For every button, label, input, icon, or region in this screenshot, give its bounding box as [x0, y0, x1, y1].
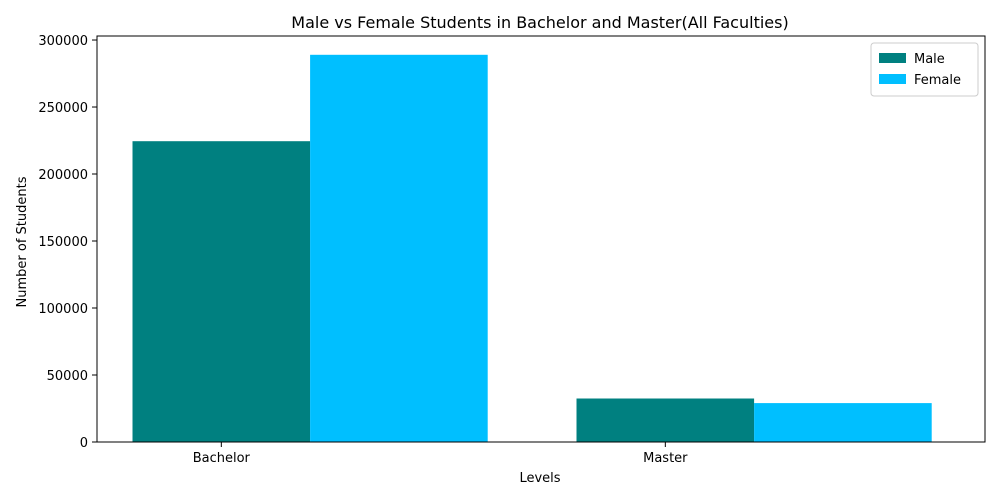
plot-area: 0 50000 100000 150000 200000 250000 300000 Bach… [38, 34, 986, 466]
bar-female-master [754, 403, 932, 442]
y-tick-label: 150000 [38, 235, 88, 250]
bar-male-bachelor [132, 141, 311, 442]
legend-box [870, 42, 979, 97]
y-tick-label: 200000 [38, 168, 88, 183]
y-tick-label: 100000 [38, 302, 88, 317]
x-axis-label: Levels [519, 471, 560, 486]
plot-frame [96, 35, 986, 443]
chart-title: Male vs Female Students in Bachelor and … [291, 13, 788, 32]
legend-swatch-male [879, 53, 906, 63]
y-tick-label: 0 [80, 436, 88, 451]
bar-male-master [576, 398, 755, 442]
x-tick-label: Master [643, 451, 688, 466]
y-axis-label: Number of Students [15, 176, 30, 307]
legend-swatch-female [879, 74, 906, 84]
legend: Male Female [870, 42, 979, 97]
legend-label-male: Male [914, 52, 945, 67]
legend-label-female: Female [914, 73, 961, 88]
y-tick-label: 300000 [38, 34, 88, 49]
y-tick-label: 250000 [38, 101, 88, 116]
y-tick-label: 50000 [47, 369, 88, 384]
bar-female-bachelor [310, 54, 488, 443]
x-tick-label: Bachelor [193, 451, 251, 466]
